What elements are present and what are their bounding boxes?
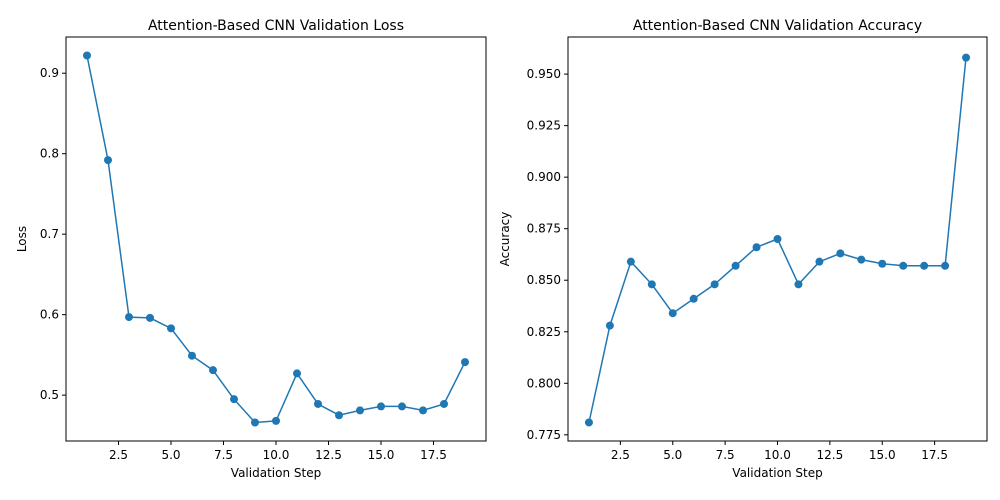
loss-xtick-label: 2.5 bbox=[109, 448, 128, 462]
accuracy-data-point bbox=[689, 294, 698, 303]
loss-ytick-label: 0.6 bbox=[40, 308, 59, 322]
accuracy-ytick-label: 0.825 bbox=[527, 325, 561, 339]
accuracy-data-point bbox=[647, 280, 656, 289]
loss-data-point bbox=[419, 406, 427, 415]
accuracy-ytick-label: 0.800 bbox=[527, 376, 561, 390]
loss-chart-ylabel: Loss bbox=[15, 226, 29, 252]
accuracy-ytick-label: 0.850 bbox=[527, 273, 561, 287]
accuracy-data-point bbox=[836, 249, 845, 258]
accuracy-xtick-label: 15.0 bbox=[869, 448, 896, 462]
accuracy-data-point bbox=[668, 309, 677, 318]
accuracy-data-point bbox=[941, 261, 950, 270]
loss-xtick-label: 7.5 bbox=[214, 448, 233, 462]
accuracy-data-point bbox=[794, 280, 803, 289]
loss-data-point bbox=[314, 399, 322, 408]
loss-ytick-label: 0.9 bbox=[40, 66, 59, 80]
accuracy-chart-panel: Attention-Based CNN Validation Accuracy … bbox=[498, 18, 988, 480]
accuracy-data-point bbox=[752, 243, 761, 252]
loss-chart-panel: Attention-Based CNN Validation Loss Vali… bbox=[15, 18, 487, 480]
loss-series-line bbox=[86, 55, 466, 424]
loss-xtick-label: 5.0 bbox=[161, 448, 180, 462]
loss-data-point bbox=[83, 51, 91, 60]
loss-ytick-label: 0.8 bbox=[40, 147, 59, 161]
loss-chart-title: Attention-Based CNN Validation Loss bbox=[148, 18, 404, 34]
loss-data-point bbox=[272, 416, 280, 425]
accuracy-ytick-label: 0.925 bbox=[527, 119, 561, 133]
loss-data-point bbox=[377, 402, 385, 411]
loss-xtick-label: 10.0 bbox=[263, 448, 290, 462]
loss-ytick-label: 0.7 bbox=[40, 227, 59, 241]
loss-data-point bbox=[188, 351, 196, 360]
loss-xtick-label: 12.5 bbox=[315, 448, 342, 462]
loss-data-point bbox=[209, 366, 217, 375]
loss-data-point bbox=[461, 358, 469, 367]
loss-data-point bbox=[293, 369, 301, 378]
loss-ytick-label: 0.5 bbox=[40, 388, 59, 402]
accuracy-chart-title: Attention-Based CNN Validation Accuracy bbox=[633, 18, 922, 34]
accuracy-data-point bbox=[899, 261, 908, 270]
loss-xtick-label: 15.0 bbox=[368, 448, 395, 462]
loss-data-point bbox=[146, 313, 154, 322]
loss-xtick-label: 17.5 bbox=[420, 448, 447, 462]
loss-data-point bbox=[440, 399, 448, 408]
loss-data-point bbox=[251, 418, 259, 427]
accuracy-ytick-label: 0.775 bbox=[527, 428, 561, 442]
accuracy-data-point bbox=[857, 255, 866, 264]
accuracy-data-point bbox=[878, 259, 887, 268]
accuracy-ytick-label: 0.875 bbox=[527, 222, 561, 236]
accuracy-data-point bbox=[920, 261, 929, 270]
accuracy-chart-xlabel: Validation Step bbox=[732, 466, 822, 480]
accuracy-xtick-label: 5.0 bbox=[663, 448, 682, 462]
loss-data-point bbox=[335, 411, 343, 420]
loss-data-point bbox=[125, 313, 133, 322]
accuracy-data-point bbox=[773, 235, 782, 243]
accuracy-data-point bbox=[626, 257, 635, 266]
accuracy-xtick-label: 17.5 bbox=[921, 448, 948, 462]
loss-data-point bbox=[104, 156, 112, 165]
accuracy-data-point bbox=[605, 321, 614, 330]
accuracy-ytick-label: 0.900 bbox=[527, 170, 561, 184]
loss-data-point bbox=[230, 395, 238, 404]
accuracy-data-point bbox=[962, 53, 971, 62]
loss-chart-xlabel: Validation Step bbox=[231, 466, 321, 480]
accuracy-data-point bbox=[710, 280, 719, 289]
accuracy-data-point bbox=[584, 418, 593, 427]
accuracy-data-point bbox=[731, 261, 740, 270]
accuracy-ytick-label: 0.950 bbox=[527, 67, 561, 81]
accuracy-xtick-label: 7.5 bbox=[716, 448, 735, 462]
loss-data-point bbox=[398, 402, 406, 411]
accuracy-chart-ylabel: Accuracy bbox=[498, 212, 512, 267]
accuracy-data-point bbox=[815, 257, 824, 266]
accuracy-xtick-label: 12.5 bbox=[817, 448, 844, 462]
loss-data-point bbox=[167, 324, 175, 333]
accuracy-xtick-label: 10.0 bbox=[764, 448, 791, 462]
accuracy-xtick-label: 2.5 bbox=[611, 448, 630, 462]
loss-data-point bbox=[356, 406, 364, 415]
loss-axes-frame bbox=[65, 36, 487, 442]
